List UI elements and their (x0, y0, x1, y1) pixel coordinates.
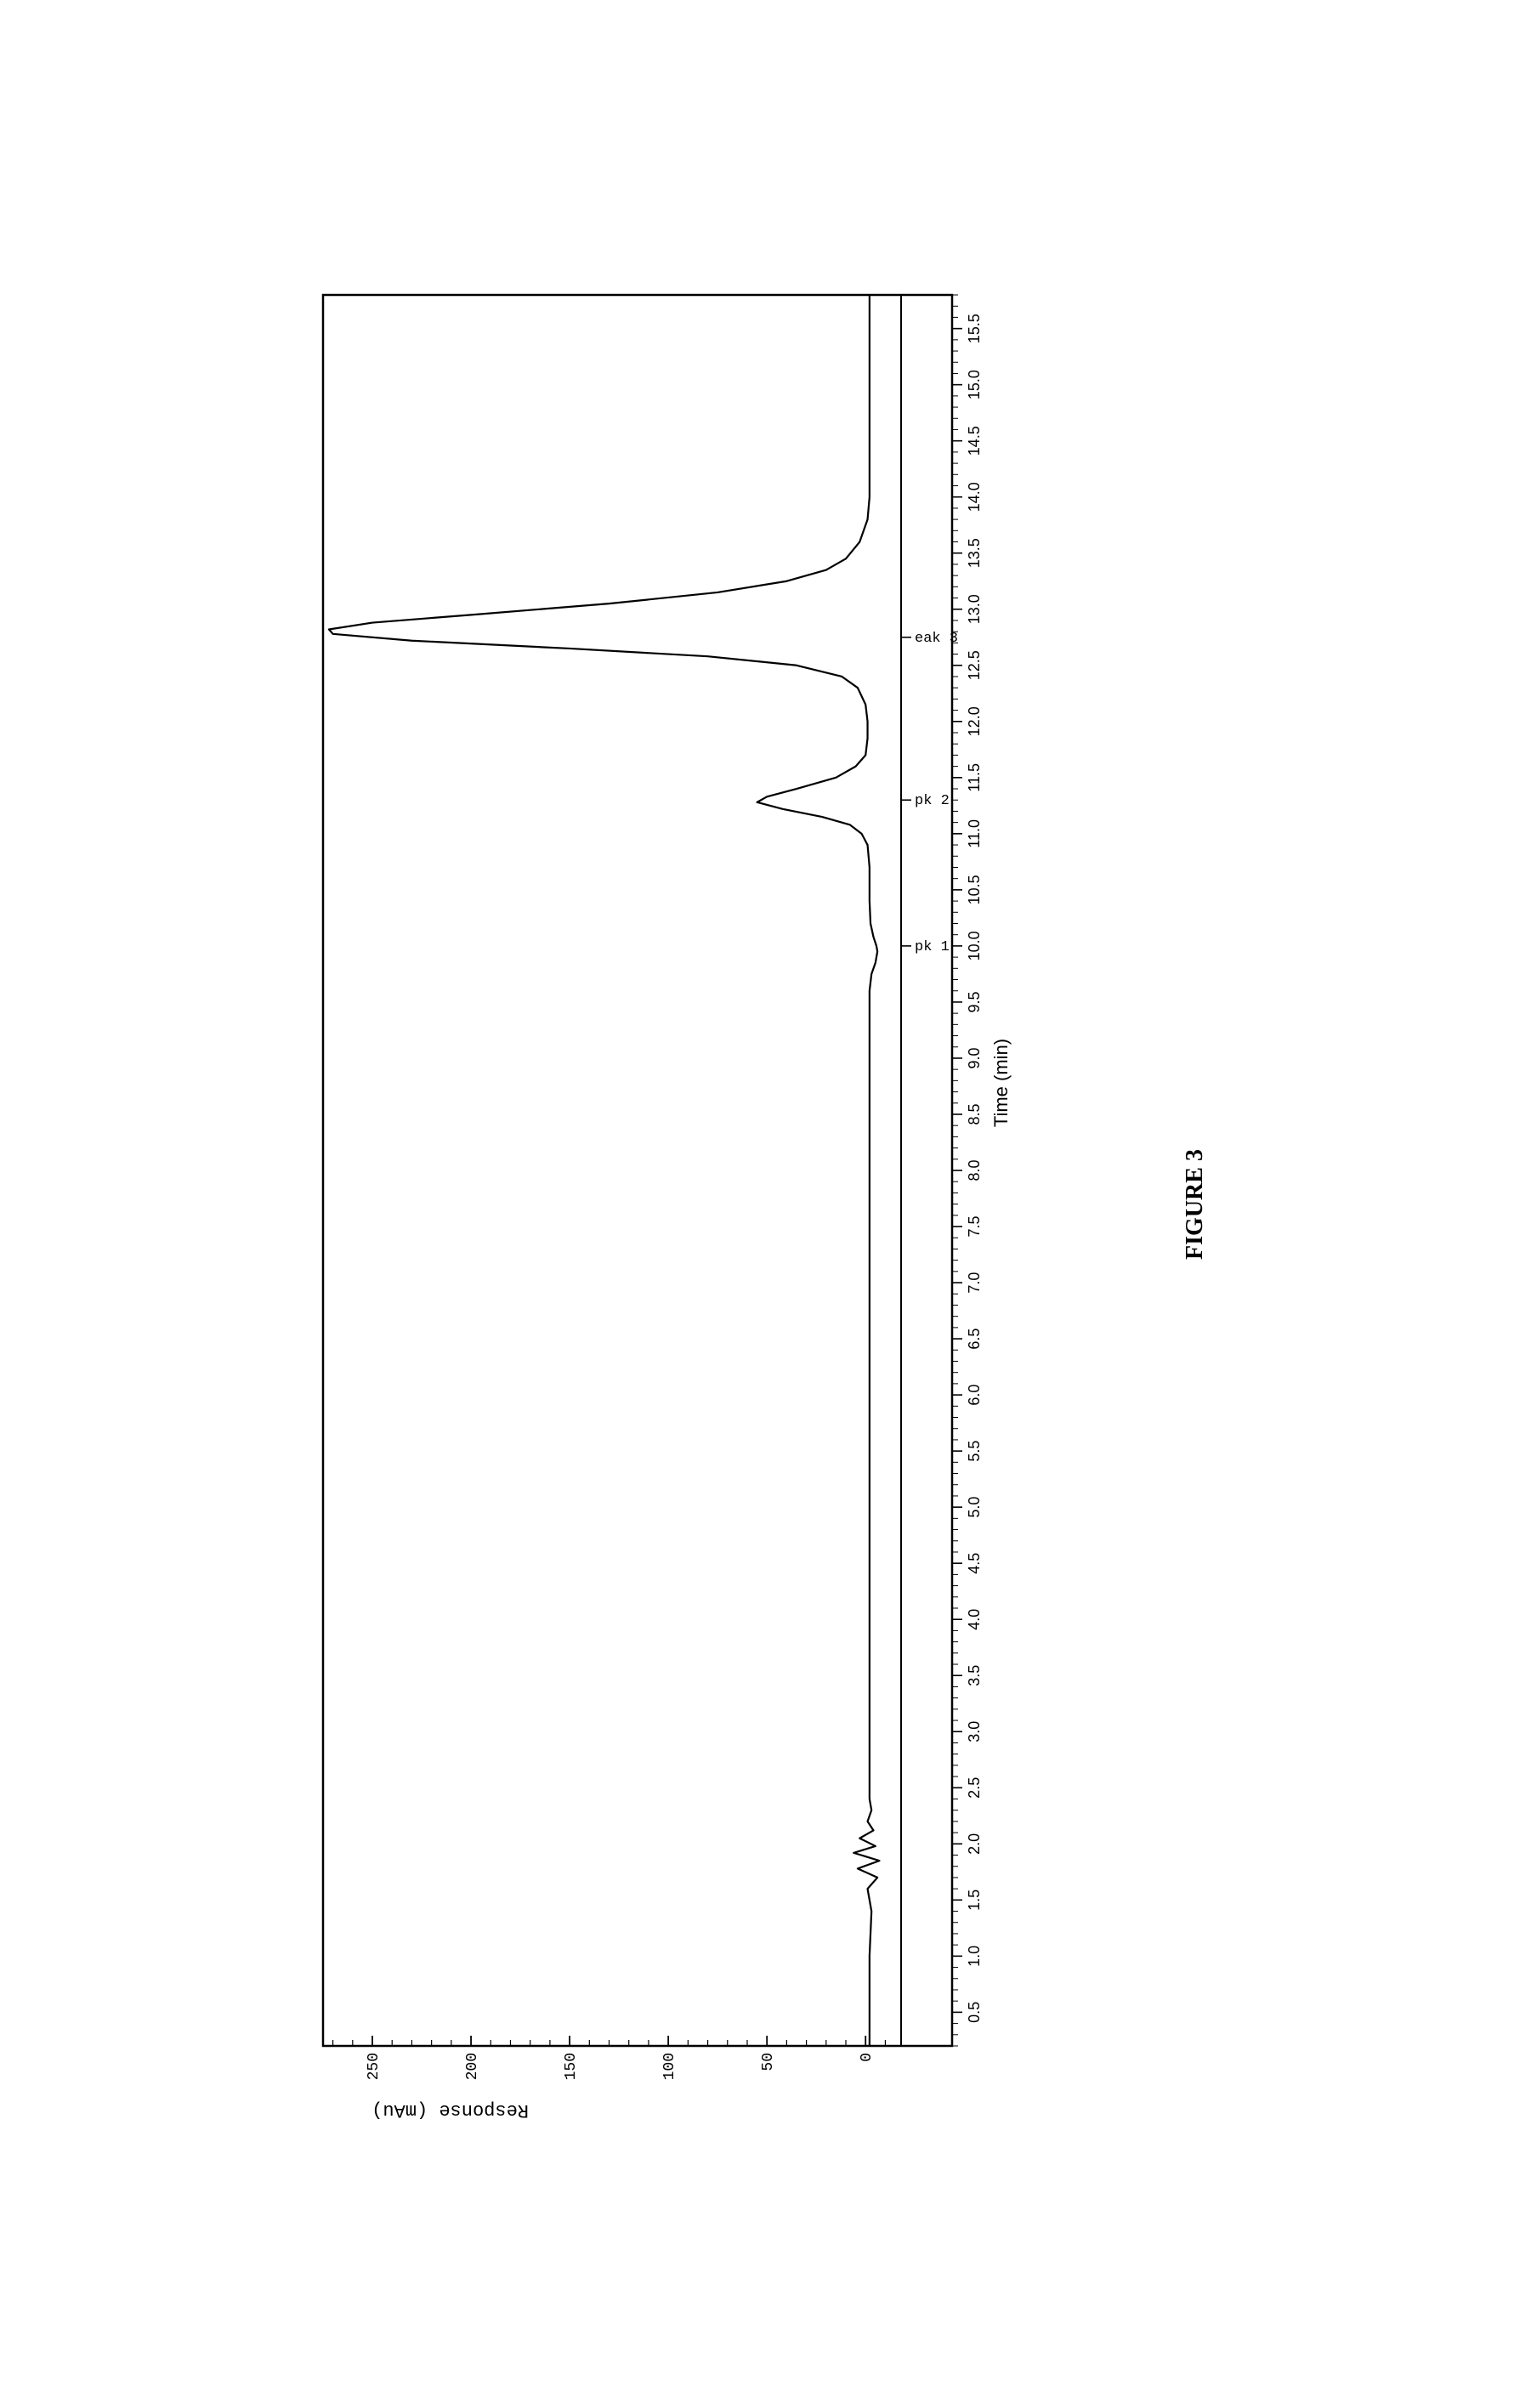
svg-text:13.5: 13.5 (966, 538, 983, 568)
svg-text:pk 2: pk 2 (915, 793, 950, 809)
svg-text:10.5: 10.5 (966, 875, 983, 904)
svg-text:12.5: 12.5 (966, 650, 983, 680)
svg-text:7.0: 7.0 (966, 1272, 983, 1293)
svg-text:9.5: 9.5 (966, 991, 983, 1012)
svg-text:1.0: 1.0 (966, 1945, 983, 1966)
svg-text:15.5: 15.5 (966, 314, 983, 343)
chromatogram-figure: 0 50 100 150 200 250 Response (mAu) 0.5 1.0 1.5 2.… (306, 269, 1209, 2139)
svg-text:100: 100 (661, 2053, 678, 2080)
svg-text:pk 1: pk 1 (915, 938, 950, 955)
svg-text:3.0: 3.0 (966, 1720, 983, 1742)
svg-text:5.0: 5.0 (966, 1496, 983, 1517)
svg-text:0.5: 0.5 (966, 2001, 983, 2022)
svg-text:12.0: 12.0 (966, 706, 983, 736)
svg-text:1.5: 1.5 (966, 1889, 983, 1910)
svg-text:3.5: 3.5 (966, 1664, 983, 1686)
svg-text:14.0: 14.0 (966, 482, 983, 512)
svg-text:150: 150 (563, 2053, 580, 2080)
svg-text:6.0: 6.0 (966, 1384, 983, 1405)
svg-text:8.0: 8.0 (966, 1159, 983, 1181)
svg-text:4.5: 4.5 (966, 1552, 983, 1573)
rotated-figure-wrapper: 0 50 100 150 200 250 Response (mAu) 0.5 1.0 1.5 2.… (306, 269, 1209, 2139)
svg-text:14.5: 14.5 (966, 426, 983, 456)
svg-text:10.0: 10.0 (966, 931, 983, 960)
svg-text:8.5: 8.5 (966, 1103, 983, 1125)
svg-text:2.0: 2.0 (966, 1833, 983, 1854)
svg-text:7.5: 7.5 (966, 1215, 983, 1237)
svg-text:Time (min): Time (min) (990, 1038, 1012, 1126)
svg-text:9.0: 9.0 (966, 1047, 983, 1068)
svg-text:250: 250 (366, 2053, 383, 2080)
svg-text:4.0: 4.0 (966, 1608, 983, 1629)
svg-text:eak 3: eak 3 (915, 630, 958, 646)
figure-caption: FIGURE 3 (1182, 269, 1209, 2139)
svg-text:6.5: 6.5 (966, 1328, 983, 1349)
svg-text:13.0: 13.0 (966, 594, 983, 624)
svg-text:11.5: 11.5 (966, 762, 983, 791)
svg-text:2.5: 2.5 (966, 1776, 983, 1798)
chromatogram-svg: 0 50 100 150 200 250 Response (mAu) 0.5 1.0 1.5 2.… (306, 269, 1148, 2139)
svg-text:15.0: 15.0 (966, 370, 983, 399)
svg-text:Response (mAu): Response (mAu) (371, 2099, 529, 2121)
svg-text:5.5: 5.5 (966, 1440, 983, 1461)
svg-text:200: 200 (464, 2053, 481, 2080)
svg-text:11.0: 11.0 (966, 819, 983, 847)
svg-text:50: 50 (760, 2053, 777, 2071)
svg-text:0: 0 (859, 2053, 876, 2062)
